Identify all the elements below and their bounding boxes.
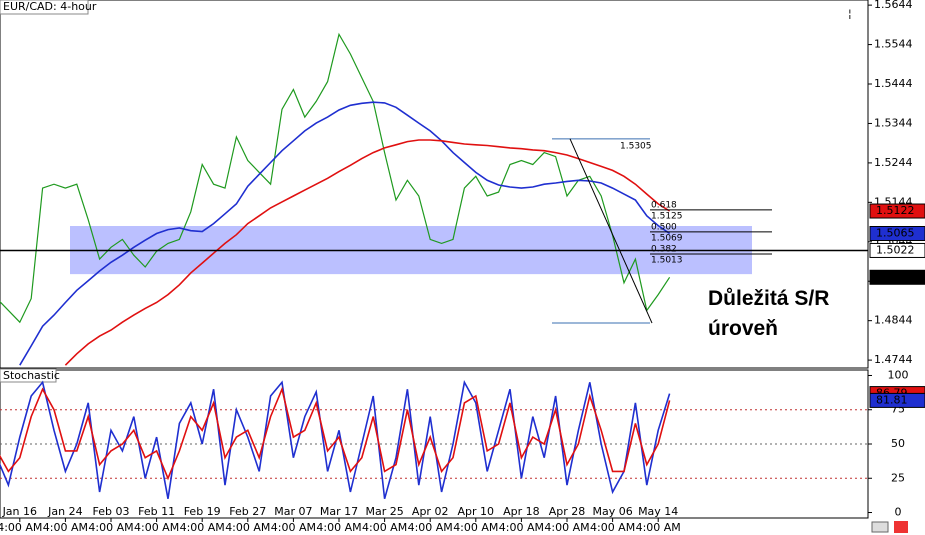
main-pane bbox=[0, 0, 869, 369]
title-box bbox=[0, 368, 57, 383]
x-tick-label: Mar 25 bbox=[365, 505, 403, 518]
fib-ratio: 0.618 bbox=[651, 200, 677, 210]
y-tick-label: 0 bbox=[895, 506, 902, 519]
x-time-label: 4:00 AM bbox=[180, 521, 225, 534]
x-time-label: 4:00 AM bbox=[316, 521, 361, 534]
y-tick-label: 1.5244 bbox=[874, 156, 913, 169]
fib-label: 1.5305 bbox=[620, 141, 652, 151]
y-tick-label: 25 bbox=[891, 471, 905, 484]
toolbar-icon[interactable] bbox=[894, 521, 908, 533]
x-tick-label: Feb 11 bbox=[138, 505, 175, 518]
value-box bbox=[869, 242, 925, 258]
y-tick-label: 1.4744 bbox=[874, 353, 913, 366]
x-tick-label: Apr 10 bbox=[458, 505, 495, 518]
y-tick-label: 1.4844 bbox=[874, 314, 913, 327]
x-time-label: 4:00 AM bbox=[43, 521, 88, 534]
fib-price: 1.5013 bbox=[651, 256, 683, 266]
value-box-label: 81.81 bbox=[876, 393, 908, 406]
x-tick-label: Mar 07 bbox=[274, 505, 312, 518]
x-tick-label: May 06 bbox=[592, 505, 632, 518]
series-line bbox=[0, 386, 671, 481]
x-tick-label: Apr 18 bbox=[503, 505, 540, 518]
x-tick-label: Apr 28 bbox=[549, 505, 586, 518]
x-tick-label: May 14 bbox=[638, 505, 678, 518]
value-box-label: 1.4954 bbox=[876, 270, 915, 283]
x-tick-label: Mar 17 bbox=[320, 505, 358, 518]
y-tick-label: 1.5344 bbox=[874, 116, 913, 129]
fib-price: 1.5125 bbox=[651, 211, 683, 221]
value-box bbox=[869, 203, 925, 219]
x-time-label: 4:00 AM bbox=[362, 521, 407, 534]
x-time-label: 4:00 AM bbox=[88, 521, 133, 534]
x-tick-label: Feb 03 bbox=[93, 505, 130, 518]
x-time-label: 4:00 AM bbox=[636, 521, 681, 534]
value-box-label: 1.5122 bbox=[876, 204, 915, 217]
pane-title: Stochastic bbox=[3, 369, 60, 382]
fib-price: 1.5069 bbox=[651, 233, 683, 243]
fib-ratio: 0.500 bbox=[651, 222, 677, 232]
series-line bbox=[64, 139, 671, 366]
value-box bbox=[869, 269, 925, 285]
series-line bbox=[0, 379, 671, 500]
series-line bbox=[0, 32, 671, 324]
x-time-label: 4:00 AM bbox=[271, 521, 316, 534]
icon: ¦ bbox=[848, 7, 852, 20]
x-tick-label: Feb 27 bbox=[229, 505, 266, 518]
x-time-label: 4:00 AM bbox=[225, 521, 270, 534]
x-tick-label: Apr 02 bbox=[412, 505, 449, 518]
annotation: Důležitá S/R úroveň bbox=[708, 287, 830, 340]
x-time-label: 4:00 AM bbox=[499, 521, 544, 534]
x-tick-label: Jan 16 bbox=[2, 505, 37, 518]
x-time-label: 4:00 AM bbox=[0, 521, 42, 534]
toolbar-icon[interactable] bbox=[871, 521, 889, 533]
x-tick-label: Jan 24 bbox=[47, 505, 82, 518]
x-time-label: 4:00 AM bbox=[544, 521, 589, 534]
x-tick-label: Feb 19 bbox=[184, 505, 221, 518]
title-box bbox=[0, 0, 89, 15]
y-tick-label: 1.5444 bbox=[874, 77, 913, 90]
series-line bbox=[19, 101, 671, 366]
value-box bbox=[869, 226, 925, 242]
y-tick-label: 50 bbox=[891, 437, 905, 450]
y-tick-label: 1.5644 bbox=[874, 0, 913, 11]
fib-ratio: 0.382 bbox=[651, 245, 677, 255]
y-tick-label: 100 bbox=[888, 368, 909, 381]
x-time-label: 4:00 AM bbox=[590, 521, 635, 534]
value-box bbox=[869, 392, 925, 408]
x-time-label: 4:00 AM bbox=[408, 521, 453, 534]
x-time-label: 4:00 AM bbox=[134, 521, 179, 534]
x-time-label: 4:00 AM bbox=[453, 521, 498, 534]
fib-trend bbox=[569, 138, 653, 324]
value-box-label: 1.5065 bbox=[876, 227, 915, 240]
value-box-label: 1.5022 bbox=[876, 243, 915, 256]
y-tick-label: 1.5544 bbox=[874, 38, 913, 51]
chart-title: EUR/CAD: 4-hour bbox=[3, 0, 97, 13]
